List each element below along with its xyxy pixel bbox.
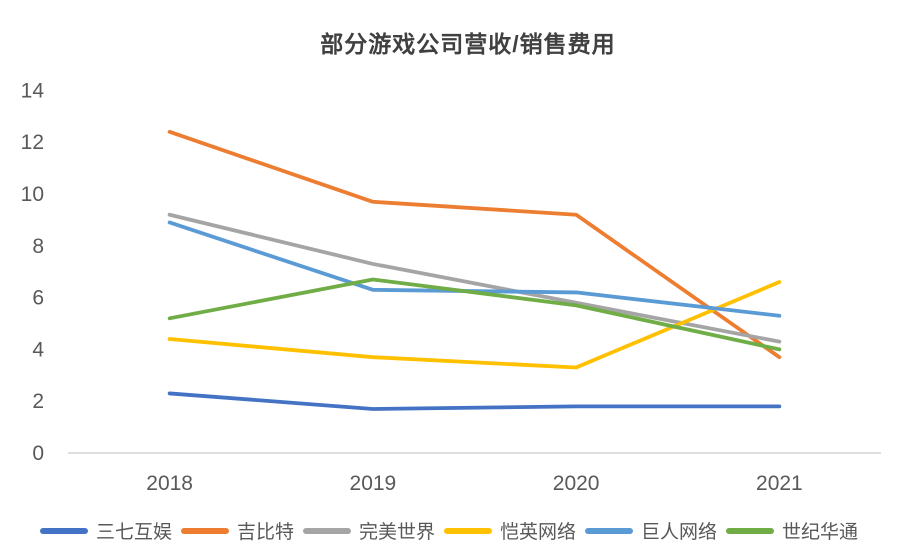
y-axis-tick-label: 4	[32, 338, 44, 361]
series-line-3	[167, 212, 782, 344]
legend-color-line-swatch	[180, 527, 229, 534]
legend-series-label: 世纪华通	[782, 522, 859, 543]
legend-series-label: 吉比特	[236, 522, 294, 543]
legend-item-2: 吉比特	[180, 517, 294, 544]
series-line-2	[167, 129, 782, 360]
y-axis-tick-label: 0	[32, 442, 44, 465]
y-axis-tick-label: 8	[32, 235, 44, 258]
legend-item-3: 完美世界	[302, 517, 435, 544]
legend-color-line-swatch	[39, 527, 88, 534]
legend-color-line-swatch	[444, 527, 492, 534]
y-axis-tick-label: 14	[21, 79, 45, 102]
series-line-4	[167, 280, 782, 370]
x-axis-category-label: 2019	[350, 472, 397, 495]
legend-series-label: 巨人网络	[641, 522, 718, 543]
legend-color-line-swatch	[585, 527, 634, 534]
chart-legend: 三七互娱 吉比特 完美世界 恺英网络 巨人网络 世纪华通	[0, 517, 898, 544]
series-line-6	[167, 277, 782, 352]
x-axis-category-label: 2021	[756, 472, 803, 495]
legend-item-6: 世纪华通	[726, 517, 858, 544]
y-axis-tick-label: 10	[21, 183, 44, 206]
legend-series-label: 完美世界	[358, 522, 435, 543]
y-axis-tick-label: 2	[32, 390, 44, 413]
legend-item-5: 巨人网络	[585, 517, 717, 544]
chart-title: 部分游戏公司营收/销售费用	[320, 31, 616, 57]
legend-item-1: 三七互娱	[39, 517, 172, 544]
y-axis-tick-label: 12	[21, 131, 44, 154]
legend-series-label: 三七互娱	[95, 522, 172, 543]
legend-color-line-swatch	[726, 527, 775, 534]
x-axis-category-label: 2018	[146, 472, 193, 495]
legend-item-4: 恺英网络	[444, 517, 576, 544]
y-axis-tick-label: 6	[32, 287, 44, 310]
x-axis-category-label: 2020	[553, 472, 600, 495]
series-line-1	[167, 391, 782, 411]
legend-color-line-swatch	[302, 527, 351, 534]
legend-series-label: 恺英网络	[500, 522, 577, 543]
